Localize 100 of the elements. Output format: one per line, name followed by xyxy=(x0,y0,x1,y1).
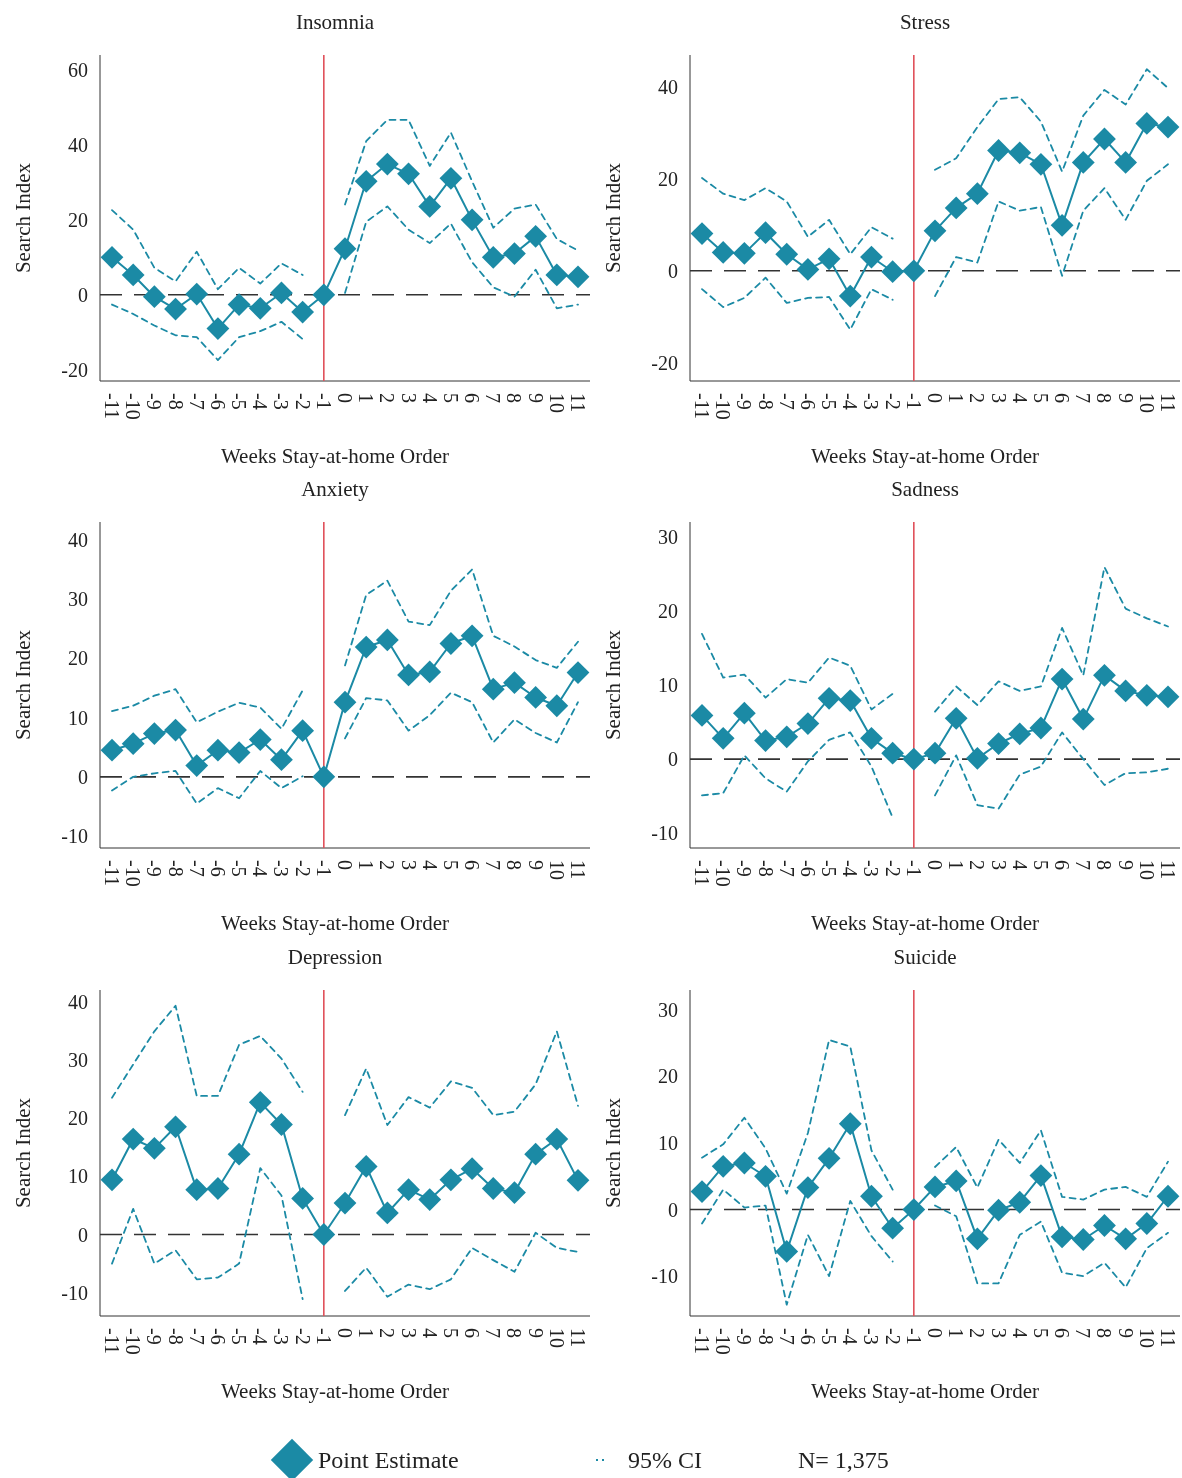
point xyxy=(397,1178,420,1202)
point xyxy=(817,247,841,271)
x-tick-label: 7 xyxy=(1072,393,1095,403)
y-tick-label: 20 xyxy=(658,167,678,190)
x-tick-label: 7 xyxy=(482,860,505,870)
point xyxy=(1029,1164,1053,1188)
point xyxy=(524,224,548,248)
x-axis-title: Weeks Stay-at-home Order xyxy=(810,444,1040,468)
point xyxy=(1029,716,1053,740)
point xyxy=(732,1151,756,1175)
legend-label: Point Estimate xyxy=(318,1447,459,1474)
point xyxy=(1093,1214,1116,1237)
point xyxy=(1071,151,1095,174)
x-tick-label: -9 xyxy=(143,860,166,877)
y-tick-label: 30 xyxy=(68,1048,88,1071)
point xyxy=(1093,663,1116,687)
y-tick-label: 0 xyxy=(78,1223,88,1246)
x-tick-label: 5 xyxy=(1029,860,1052,870)
x-tick-label: -4 xyxy=(839,393,862,410)
x-tick-label: -6 xyxy=(796,1328,819,1345)
x-tick-label: 6 xyxy=(461,393,484,403)
y-axis-title: Search Index xyxy=(11,629,35,741)
x-tick-label: -7 xyxy=(185,1328,208,1345)
y-tick-label: 20 xyxy=(68,647,88,670)
x-axis-title: Weeks Stay-at-home Order xyxy=(810,1379,1040,1403)
point xyxy=(100,245,124,269)
point xyxy=(1135,112,1159,135)
y-tick-label: 0 xyxy=(668,259,678,282)
point xyxy=(775,1240,799,1263)
y-tick-label: -10 xyxy=(651,1265,678,1288)
chart-title: Insomnia xyxy=(295,10,375,34)
x-tick-label: -1 xyxy=(312,1328,335,1345)
x-tick-label: -8 xyxy=(754,393,777,410)
x-tick-label: -5 xyxy=(228,860,251,877)
x-tick-label: -11 xyxy=(691,1328,713,1354)
x-tick-label: 6 xyxy=(461,860,484,870)
x-tick-label: 5 xyxy=(439,393,462,403)
x-tick-label: -6 xyxy=(796,393,819,410)
point xyxy=(1050,1225,1074,1249)
point xyxy=(1071,707,1095,731)
chart-title: Stress xyxy=(899,10,951,34)
point xyxy=(965,746,989,770)
x-tick-label: 1 xyxy=(355,860,378,870)
point xyxy=(397,663,420,687)
x-tick-label: -6 xyxy=(796,860,819,877)
x-tick-label: 4 xyxy=(1008,1328,1031,1338)
x-tick-label: 2 xyxy=(966,860,989,870)
y-axis-title: Search Index xyxy=(601,1097,625,1209)
point xyxy=(860,1184,883,1208)
point xyxy=(481,1177,505,1200)
x-tick-label: 6 xyxy=(461,1328,484,1338)
point xyxy=(923,219,947,243)
x-tick-label: 10 xyxy=(545,393,568,413)
point xyxy=(397,162,420,186)
point xyxy=(775,725,799,749)
point xyxy=(164,1115,187,1139)
point xyxy=(354,169,378,193)
point xyxy=(1114,1227,1138,1251)
point xyxy=(754,1164,777,1188)
x-tick-label: -5 xyxy=(818,393,841,410)
point xyxy=(987,1198,1010,1222)
x-tick-label: 6 xyxy=(1051,1328,1074,1338)
point xyxy=(1071,1228,1095,1251)
x-tick-label: -11 xyxy=(101,393,123,419)
x-tick-label: -2 xyxy=(291,1328,314,1345)
point xyxy=(545,263,569,287)
point xyxy=(1114,679,1138,703)
y-tick-label: 10 xyxy=(658,1132,678,1155)
point xyxy=(566,265,590,289)
x-tick-label: 7 xyxy=(1072,860,1095,870)
x-tick-label: -9 xyxy=(143,393,166,410)
point xyxy=(881,260,905,284)
x-tick-label: -8 xyxy=(754,860,777,877)
y-tick-label: 40 xyxy=(68,990,88,1013)
point xyxy=(121,263,145,287)
x-tick-label: -8 xyxy=(164,393,187,410)
x-tick-label: 1 xyxy=(355,393,378,403)
point xyxy=(121,1127,145,1151)
x-tick-label: 4 xyxy=(418,860,441,870)
point xyxy=(860,245,883,269)
x-tick-label: 11 xyxy=(1157,393,1179,413)
point xyxy=(732,241,756,265)
point xyxy=(1114,151,1138,174)
x-tick-label: 3 xyxy=(987,1328,1010,1338)
point xyxy=(227,293,251,316)
x-tick-label: 9 xyxy=(524,1328,547,1338)
point xyxy=(817,1146,841,1170)
x-tick-label: -1 xyxy=(902,1328,925,1345)
x-tick-label: -3 xyxy=(860,1328,883,1345)
point xyxy=(944,706,968,730)
legend-label: 95% CI xyxy=(628,1447,702,1474)
point xyxy=(775,242,799,266)
point xyxy=(503,242,526,265)
y-tick-label: -10 xyxy=(651,822,678,845)
point xyxy=(1093,127,1116,151)
x-tick-label: 8 xyxy=(1093,860,1116,870)
point xyxy=(185,1178,209,1202)
x-tick-label: 3 xyxy=(987,393,1010,403)
x-tick-label: 9 xyxy=(1114,860,1137,870)
x-tick-label: -4 xyxy=(839,860,862,877)
